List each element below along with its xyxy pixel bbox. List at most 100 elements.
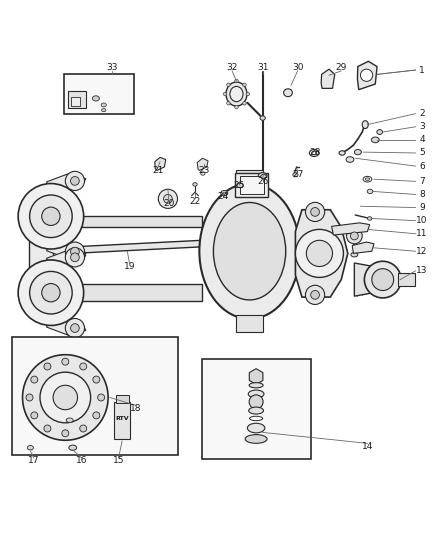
Ellipse shape <box>247 423 265 433</box>
Circle shape <box>62 430 69 437</box>
Text: 17: 17 <box>28 456 39 465</box>
Ellipse shape <box>199 183 300 319</box>
Text: 25: 25 <box>233 181 244 190</box>
Text: 15: 15 <box>113 456 124 465</box>
Circle shape <box>30 195 72 238</box>
Ellipse shape <box>249 383 263 388</box>
Text: 29: 29 <box>336 63 347 72</box>
Text: RTV: RTV <box>115 416 129 421</box>
Text: 4: 4 <box>419 135 425 144</box>
Ellipse shape <box>309 149 319 157</box>
Bar <box>235 173 268 197</box>
Bar <box>71 96 80 106</box>
Circle shape <box>243 102 246 105</box>
Polygon shape <box>295 210 348 297</box>
Circle shape <box>346 228 362 244</box>
Ellipse shape <box>367 189 373 193</box>
Circle shape <box>26 394 33 401</box>
Circle shape <box>42 284 60 302</box>
Circle shape <box>71 324 79 333</box>
Circle shape <box>311 290 319 299</box>
Ellipse shape <box>354 149 361 155</box>
Ellipse shape <box>284 89 292 96</box>
Circle shape <box>53 385 78 410</box>
Polygon shape <box>332 223 370 235</box>
Circle shape <box>98 394 105 401</box>
Bar <box>237 171 263 188</box>
Circle shape <box>18 183 84 249</box>
Bar <box>68 91 86 108</box>
Ellipse shape <box>201 172 205 175</box>
Ellipse shape <box>249 407 264 414</box>
Ellipse shape <box>193 183 197 186</box>
Ellipse shape <box>346 157 354 163</box>
Ellipse shape <box>254 371 258 373</box>
Ellipse shape <box>221 190 228 196</box>
Circle shape <box>22 354 108 440</box>
Polygon shape <box>68 284 201 302</box>
Text: 24: 24 <box>218 192 229 201</box>
Ellipse shape <box>367 217 372 220</box>
Text: 26: 26 <box>257 177 268 186</box>
Circle shape <box>163 195 172 203</box>
Ellipse shape <box>226 82 247 106</box>
Circle shape <box>71 253 79 262</box>
Circle shape <box>305 203 325 222</box>
Text: 19: 19 <box>124 262 135 271</box>
Ellipse shape <box>258 173 267 179</box>
Circle shape <box>235 106 238 109</box>
Bar <box>240 176 264 193</box>
Ellipse shape <box>261 174 266 179</box>
Ellipse shape <box>362 120 368 128</box>
Ellipse shape <box>92 96 99 101</box>
Ellipse shape <box>339 151 345 155</box>
Polygon shape <box>321 69 335 88</box>
Ellipse shape <box>66 418 73 422</box>
Circle shape <box>65 171 85 190</box>
Circle shape <box>235 79 238 83</box>
Circle shape <box>62 358 69 365</box>
Circle shape <box>227 102 230 105</box>
Circle shape <box>71 176 79 185</box>
Polygon shape <box>73 240 201 253</box>
Ellipse shape <box>351 253 358 257</box>
Ellipse shape <box>213 203 286 300</box>
Text: 18: 18 <box>130 404 142 413</box>
Bar <box>237 314 263 332</box>
Circle shape <box>360 69 373 82</box>
Text: 5: 5 <box>419 149 425 157</box>
Ellipse shape <box>237 183 243 188</box>
Polygon shape <box>46 316 86 335</box>
Ellipse shape <box>293 173 298 177</box>
Text: 14: 14 <box>362 442 373 451</box>
Text: 21: 21 <box>152 166 163 175</box>
Ellipse shape <box>311 151 317 155</box>
Bar <box>29 214 53 295</box>
Circle shape <box>306 240 332 266</box>
Circle shape <box>243 83 246 86</box>
Ellipse shape <box>248 390 264 398</box>
Circle shape <box>93 376 100 383</box>
Circle shape <box>42 207 60 225</box>
Circle shape <box>30 271 72 314</box>
Circle shape <box>31 412 38 419</box>
Ellipse shape <box>250 416 263 421</box>
Circle shape <box>65 242 85 261</box>
Text: 10: 10 <box>416 216 428 225</box>
Text: 8: 8 <box>419 190 425 199</box>
Bar <box>300 244 315 263</box>
Ellipse shape <box>27 446 33 450</box>
Circle shape <box>311 207 319 216</box>
Text: 31: 31 <box>257 63 268 72</box>
Text: 9: 9 <box>419 203 425 212</box>
Circle shape <box>350 232 358 240</box>
Ellipse shape <box>260 116 265 120</box>
Polygon shape <box>46 250 86 270</box>
Ellipse shape <box>230 86 243 102</box>
Circle shape <box>80 363 87 370</box>
Ellipse shape <box>102 109 106 112</box>
Bar <box>64 75 134 114</box>
Circle shape <box>158 189 177 208</box>
Circle shape <box>18 260 84 326</box>
Text: 30: 30 <box>292 63 304 72</box>
